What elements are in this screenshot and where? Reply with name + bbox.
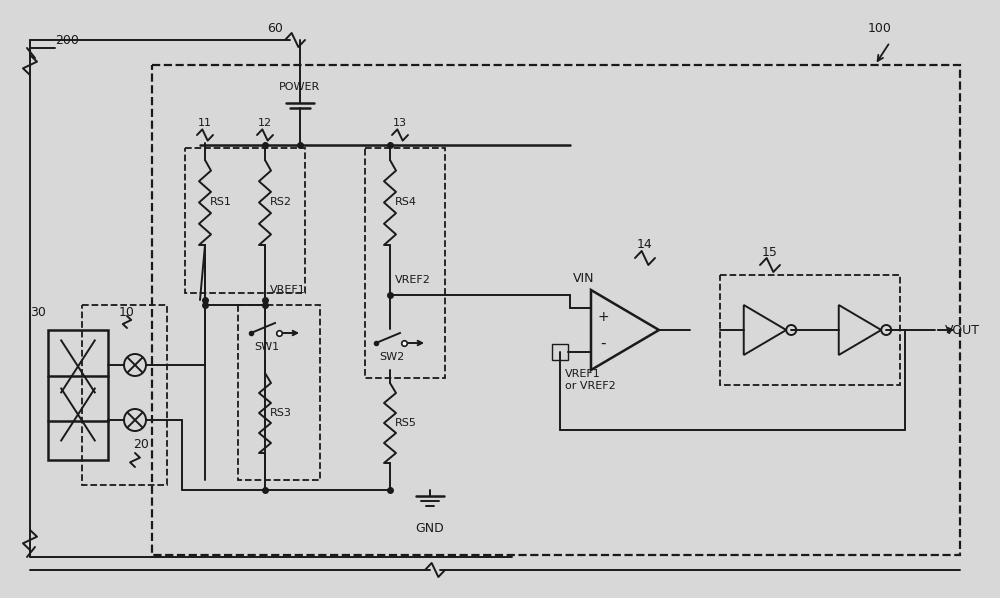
Text: 12: 12	[258, 118, 272, 128]
Text: 15: 15	[762, 246, 778, 260]
Text: VOUT: VOUT	[945, 324, 980, 337]
Bar	[238, 305, 320, 480]
Text: 100: 100	[868, 22, 892, 35]
Text: RS4: RS4	[395, 197, 417, 207]
Bar	[48, 330, 108, 460]
Text: 10: 10	[119, 306, 135, 319]
Text: SW1: SW1	[254, 342, 280, 352]
Text: 11: 11	[198, 118, 212, 128]
Text: +: +	[597, 310, 609, 324]
Text: RS2: RS2	[270, 197, 292, 207]
Text: 60: 60	[267, 22, 283, 35]
Text: VREF1: VREF1	[270, 285, 306, 295]
Text: RS5: RS5	[395, 418, 417, 428]
Text: or VREF2: or VREF2	[565, 381, 616, 391]
Text: SW2: SW2	[379, 352, 405, 362]
Text: POWER: POWER	[279, 82, 321, 92]
Bar	[720, 275, 900, 385]
Text: 14: 14	[637, 239, 653, 252]
Text: RS1: RS1	[210, 197, 232, 207]
Text: 20: 20	[133, 438, 149, 451]
Bar	[552, 344, 568, 360]
Text: 200: 200	[55, 33, 79, 47]
Text: VREF2: VREF2	[395, 275, 431, 285]
Bar	[365, 148, 445, 378]
Text: VIN: VIN	[573, 271, 594, 285]
Text: RS3: RS3	[270, 408, 292, 418]
Text: 13: 13	[393, 118, 407, 128]
Bar	[82, 305, 167, 485]
Bar	[152, 65, 960, 555]
Text: 30: 30	[30, 306, 46, 319]
Text: GND: GND	[416, 521, 444, 535]
Bar	[185, 148, 305, 293]
Text: -: -	[600, 336, 606, 351]
Text: VREF1: VREF1	[565, 369, 601, 379]
